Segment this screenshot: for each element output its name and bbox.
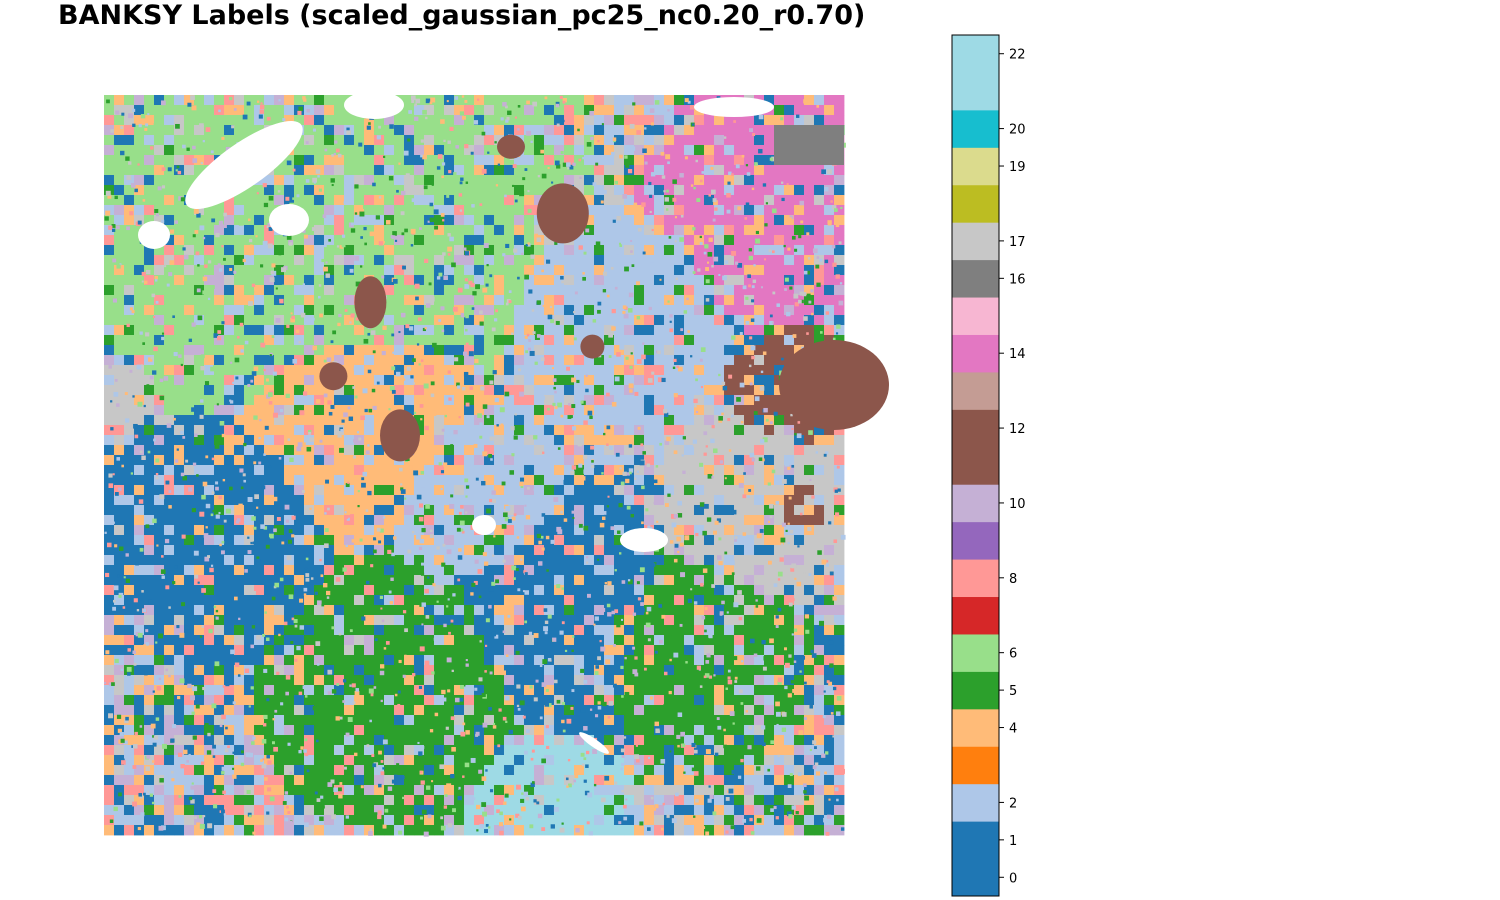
colorbar-segment-12 <box>952 334 999 373</box>
colorbar-tick-label-8: 12 <box>1009 422 1026 437</box>
colorbar-tick-label-4: 5 <box>1009 684 1017 699</box>
colorbar-tick-label-5: 6 <box>1009 647 1017 662</box>
colorbar-segment-17 <box>952 147 999 186</box>
colorbar-segment-3 <box>952 708 999 747</box>
colorbar-segment-13 <box>952 297 999 335</box>
colorbar-segment-7 <box>952 559 999 598</box>
colorbar-tick-label-14: 22 <box>1009 48 1026 63</box>
colorbar-segment-1 <box>952 783 999 822</box>
colorbar-tick-label-12: 19 <box>1009 160 1026 175</box>
colorbar-tick-label-13: 20 <box>1009 123 1026 138</box>
colorbar-segment-11 <box>952 371 999 410</box>
colorbar-segment-14 <box>952 259 999 298</box>
colorbar-tick-label-7: 10 <box>1009 497 1026 512</box>
colorbar-tick-label-0: 0 <box>1009 871 1017 886</box>
colorbar-segment-18 <box>952 109 999 148</box>
colorbar-segment-8 <box>952 521 999 560</box>
colorbar-segment-19 <box>952 35 999 111</box>
colorbar-segment-6 <box>952 596 999 635</box>
colorbar-frame <box>951 34 1000 897</box>
colorbar-tick-label-2: 2 <box>1009 796 1017 811</box>
colorbar-tick-label-1: 1 <box>1009 834 1017 849</box>
colorbar-tick-label-9: 14 <box>1009 347 1026 362</box>
colorbar-tick-label-10: 16 <box>1009 272 1026 287</box>
colorbar-segment-5 <box>952 633 999 672</box>
colorbar-segments <box>952 35 999 897</box>
colorbar-tick-label-11: 17 <box>1009 235 1026 250</box>
colorbar-segment-4 <box>952 671 999 710</box>
colorbar-segment-0 <box>952 821 999 897</box>
colorbar-tick-label-3: 4 <box>1009 722 1017 737</box>
colorbar-segment-15 <box>952 222 999 261</box>
colorbar-segment-9 <box>952 484 999 523</box>
colorbar-segment-10 <box>952 409 999 485</box>
chart-title: BANKSY Labels (scaled_gaussian_pc25_nc0.… <box>58 0 866 31</box>
colorbar-segment-16 <box>952 184 999 223</box>
colorbar-segment-2 <box>952 746 999 785</box>
colorbar-tick-label-6: 8 <box>1009 572 1017 587</box>
cluster-map-region <box>104 91 889 837</box>
